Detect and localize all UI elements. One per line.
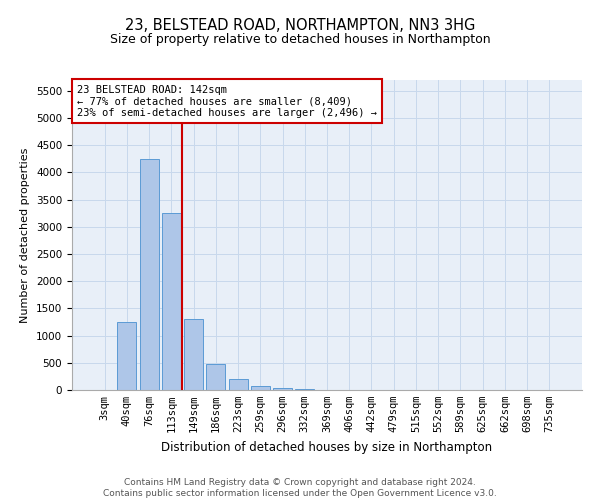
Bar bbox=[118, 322, 136, 390]
Bar bbox=[251, 386, 270, 390]
Y-axis label: Number of detached properties: Number of detached properties bbox=[20, 148, 31, 322]
Bar bbox=[184, 320, 203, 390]
Bar bbox=[162, 213, 181, 390]
Bar bbox=[229, 379, 248, 390]
Bar bbox=[140, 159, 158, 390]
Bar bbox=[206, 364, 225, 390]
Text: 23, BELSTEAD ROAD, NORTHAMPTON, NN3 3HG: 23, BELSTEAD ROAD, NORTHAMPTON, NN3 3HG bbox=[125, 18, 475, 32]
X-axis label: Distribution of detached houses by size in Northampton: Distribution of detached houses by size … bbox=[161, 440, 493, 454]
Text: Contains HM Land Registry data © Crown copyright and database right 2024.
Contai: Contains HM Land Registry data © Crown c… bbox=[103, 478, 497, 498]
Text: 23 BELSTEAD ROAD: 142sqm
← 77% of detached houses are smaller (8,409)
23% of sem: 23 BELSTEAD ROAD: 142sqm ← 77% of detach… bbox=[77, 84, 377, 118]
Bar bbox=[273, 388, 292, 390]
Text: Size of property relative to detached houses in Northampton: Size of property relative to detached ho… bbox=[110, 32, 490, 46]
